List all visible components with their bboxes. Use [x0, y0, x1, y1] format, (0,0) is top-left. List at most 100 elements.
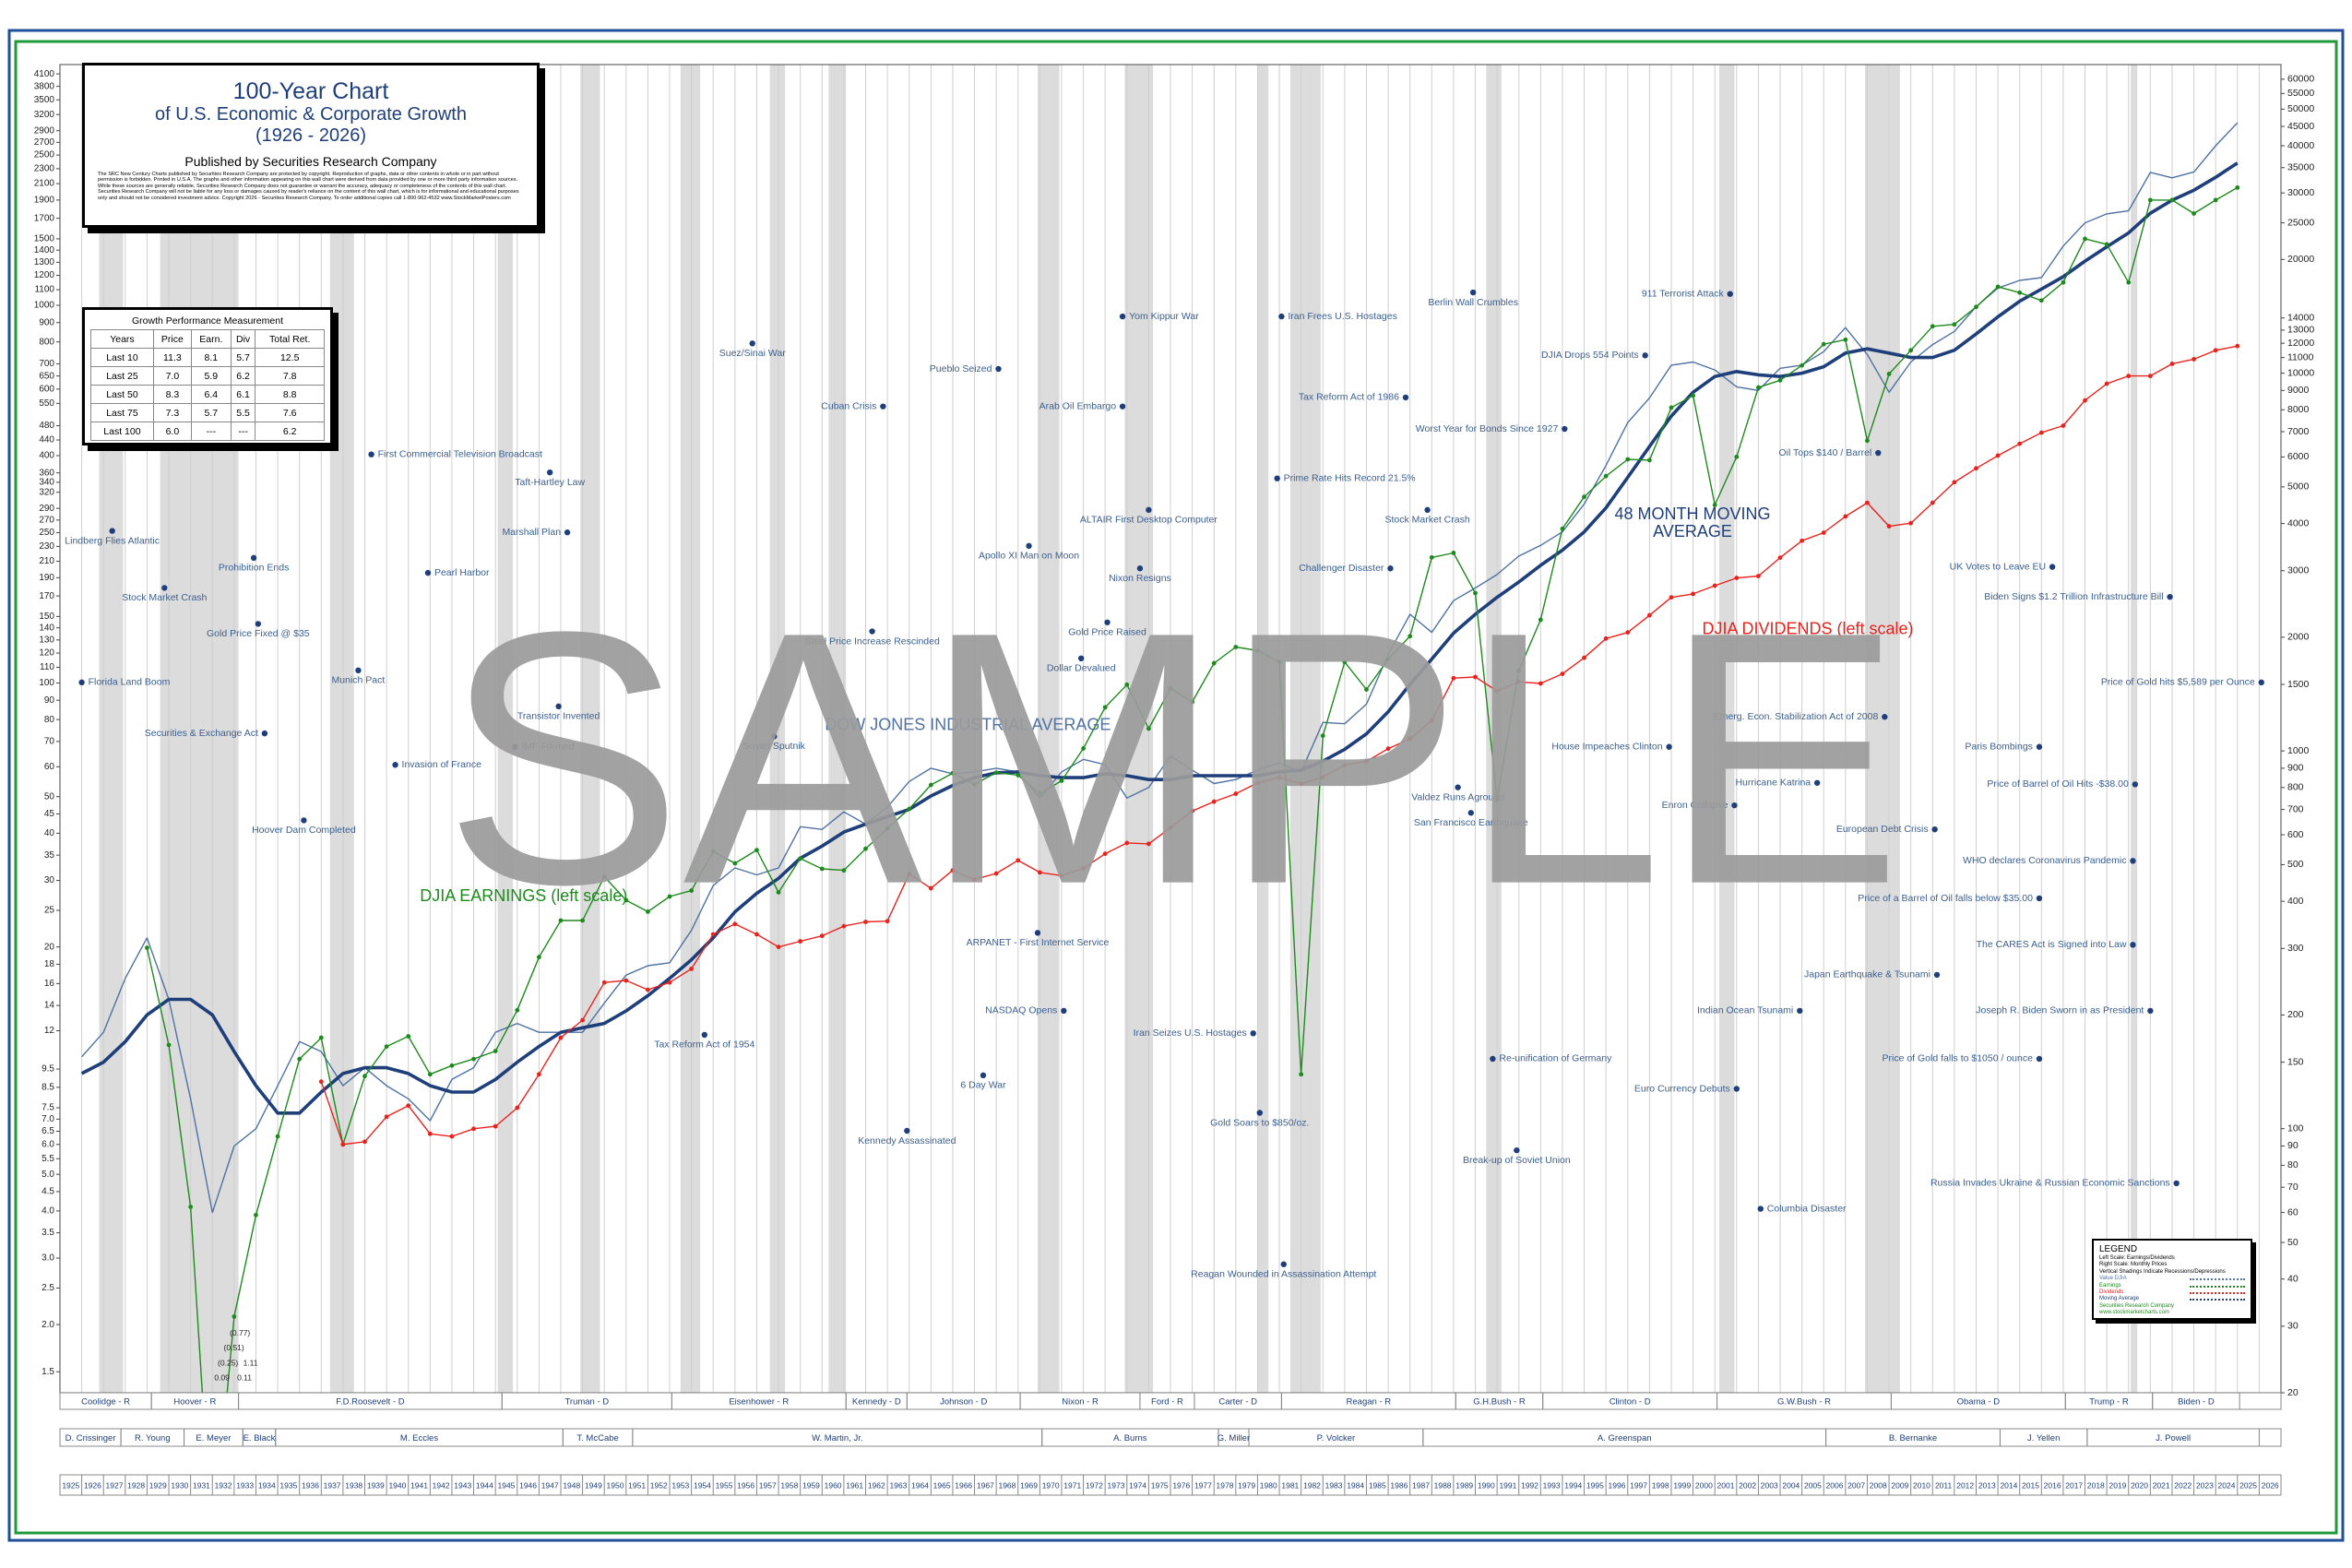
fed-chair-label: P. Volcker: [1317, 1433, 1356, 1443]
series-point: [667, 980, 672, 985]
series-point: [689, 967, 695, 971]
series-point: [1843, 514, 1848, 519]
event-dot: [2049, 564, 2056, 570]
event-dot: [749, 340, 755, 347]
event-label: Price of Gold falls to $1050 / ounce: [1883, 1053, 2034, 1064]
series-point: [1603, 473, 1609, 479]
year-label: 1980: [1260, 1480, 1277, 1490]
event-label: IMF Formed: [521, 742, 574, 753]
event-dot: [78, 679, 85, 686]
event-dot: [301, 817, 307, 824]
growth-cell: 7.0: [152, 366, 192, 386]
series-point: [1081, 746, 1086, 751]
series-point: [2104, 242, 2109, 247]
event-dot: [1562, 425, 1568, 433]
series-point: [1102, 705, 1108, 710]
y-tick-label: 210: [39, 556, 54, 566]
series-point: [1016, 773, 1021, 778]
growth-cell: 7.6: [255, 403, 325, 422]
year-label: 2015: [2022, 1480, 2039, 1490]
year-label: 2023: [2196, 1480, 2214, 1490]
series-point: [885, 919, 890, 924]
year-label: 1991: [1499, 1480, 1516, 1490]
series-point: [340, 1142, 346, 1147]
year-label: 1944: [476, 1480, 493, 1490]
event-label: ARPANET - First Internet Service: [967, 937, 1110, 948]
event-label: Euro Currency Debuts: [1634, 1083, 1730, 1094]
y-tick-label: 150: [39, 612, 54, 622]
series-point: [1320, 775, 1325, 780]
event-label: NASDAQ Opens: [985, 1005, 1057, 1016]
growth-header-cell: Earn.: [190, 329, 232, 349]
watermark: SAMPLE: [443, 557, 1902, 959]
event-label: Enron Collapse: [1662, 800, 1728, 811]
year-label: 1933: [236, 1480, 254, 1490]
series-point: [1211, 660, 1217, 666]
event-dot: [250, 554, 257, 562]
event-label: Indian Ocean Tsunami: [1697, 1005, 1793, 1016]
event-dot: [1490, 1055, 1496, 1063]
year-label: 2019: [2108, 1480, 2126, 1490]
y2-tick-label: 13000: [2287, 325, 2314, 336]
y-tick-label: 800: [39, 337, 54, 347]
series-line: [81, 122, 2239, 1214]
event-dot: [546, 469, 553, 476]
series-point: [1429, 554, 1434, 560]
year-label: 1937: [324, 1480, 341, 1490]
event-dot: [1402, 394, 1409, 401]
y-tick-label: 480: [39, 421, 54, 431]
series-point: [1059, 778, 1064, 783]
series-point: [1233, 791, 1239, 796]
series-point: [449, 1063, 455, 1068]
growth-cell: Last 100: [90, 422, 154, 441]
event-dot: [1813, 779, 1821, 786]
event-dot: [904, 1127, 910, 1134]
earnings-note: (0.51): [224, 1343, 244, 1352]
year-label: 1997: [1630, 1480, 1647, 1490]
y-tick-label: 250: [39, 528, 54, 538]
series-point: [2147, 197, 2153, 203]
series-point: [2038, 298, 2044, 303]
series-point: [384, 1044, 389, 1049]
series-point: [254, 1212, 258, 1218]
y-tick-label: 1900: [34, 196, 55, 206]
event-label: Yom Kippur War: [1129, 311, 1199, 322]
series-point: [1429, 718, 1434, 723]
year-label: 1982: [1303, 1480, 1321, 1490]
growth-cell: 5.5: [230, 403, 256, 422]
year-label: 1948: [563, 1480, 580, 1490]
series-point: [1908, 348, 1914, 353]
year-label: 1994: [1564, 1480, 1582, 1490]
event-dot: [261, 730, 268, 737]
event-label: Steel Price Increase Rescinded: [804, 636, 940, 647]
event-dot: [1026, 542, 1032, 550]
year-label: 1995: [1586, 1480, 1604, 1490]
event-dot: [368, 451, 374, 457]
year-label: 1977: [1194, 1480, 1212, 1490]
growth-header-cell: Price: [152, 329, 192, 349]
series-point: [646, 909, 650, 914]
series-point: [1974, 466, 1978, 471]
y-tick-label: 130: [39, 635, 54, 645]
event-label: Kennedy Assassinated: [858, 1135, 956, 1146]
series-point: [1800, 538, 1805, 543]
year-label: 1975: [1151, 1480, 1169, 1490]
event-dot: [1933, 971, 1941, 979]
series-point: [493, 1123, 498, 1129]
series-point: [427, 1072, 433, 1077]
event-label: Nixon Resigns: [1109, 573, 1171, 584]
y2-tick-label: 9000: [2287, 385, 2310, 396]
event-label: Paris Bombings: [1965, 742, 2033, 753]
series-point: [2147, 374, 2153, 379]
event-label: European Debt Crisis: [1836, 824, 1929, 835]
event-label: ALTAIR First Desktop Computer: [1080, 515, 1218, 526]
series-point: [2235, 343, 2240, 349]
year-label: 1971: [1063, 1480, 1081, 1490]
growth-cell: ---: [190, 422, 232, 441]
year-label: 1953: [671, 1480, 689, 1490]
y-tick-label: 290: [39, 504, 54, 514]
y2-tick-label: 8000: [2287, 404, 2310, 415]
fed-chair-label: J. Powell: [2156, 1433, 2191, 1443]
growth-header-cell: Total Ret.: [255, 329, 325, 349]
